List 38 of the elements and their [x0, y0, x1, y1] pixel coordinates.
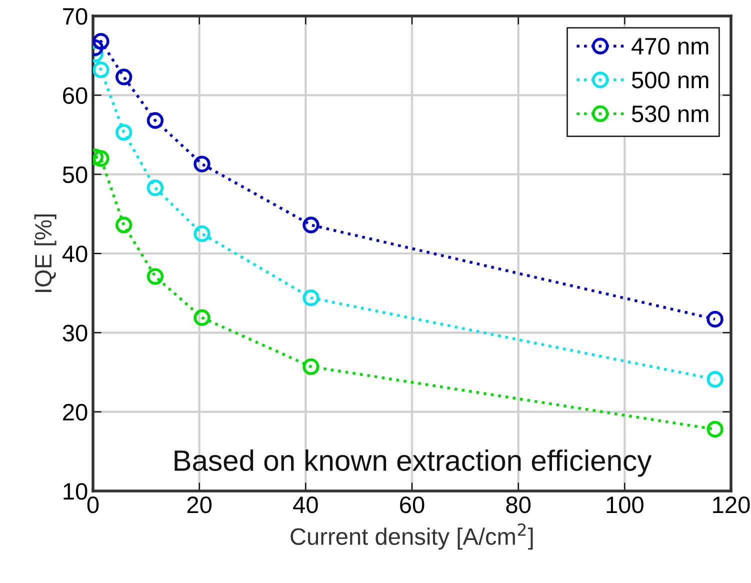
y-tick-label: 20 — [63, 404, 88, 421]
y-tick-label: 40 — [62, 246, 88, 262]
legend-label: 470 nm — [632, 38, 708, 55]
y-tick-label: 30 — [62, 324, 88, 342]
point — [302, 290, 320, 306]
point — [116, 216, 132, 234]
point — [194, 225, 210, 242]
point — [706, 420, 724, 438]
x-axis-title: Current density [A/cm$^{2}$] — [290, 523, 533, 550]
point — [706, 371, 724, 388]
y-tick-label: 10 — [64, 483, 88, 500]
point — [146, 179, 164, 196]
x-tick-label: 120 — [713, 496, 750, 514]
y-tick-label: 50 — [62, 166, 88, 184]
point — [146, 268, 164, 285]
y-tick-label: 60 — [63, 87, 88, 104]
point — [116, 68, 132, 86]
legend-label: 530 nm — [632, 106, 708, 122]
x-tick-label: 80 — [506, 496, 531, 514]
point — [93, 62, 110, 78]
legend-label: 500 nm — [632, 72, 708, 88]
point — [93, 33, 110, 50]
x-tick-label: 0 — [87, 496, 99, 514]
x-tick-label: 100 — [606, 496, 644, 514]
point — [93, 150, 110, 167]
point — [194, 309, 210, 326]
y-tick-label: 70 — [63, 8, 88, 25]
y-axis-title: IQE [%] — [34, 214, 56, 292]
point — [116, 124, 132, 141]
point — [302, 358, 320, 376]
x-tick-label: 40 — [293, 496, 318, 514]
x-tick-label: 60 — [400, 496, 424, 514]
point — [146, 112, 164, 129]
x-tick-label: 20 — [187, 496, 212, 514]
annotation: Based on known extraction efficiency — [174, 450, 652, 477]
point — [302, 216, 320, 234]
point — [706, 310, 724, 328]
point — [194, 156, 210, 172]
